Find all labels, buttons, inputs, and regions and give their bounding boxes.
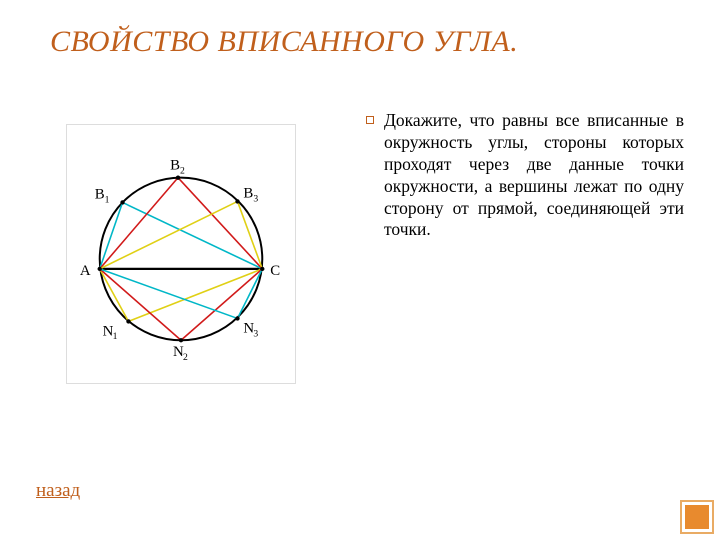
text-column: Докажите, что равны все вписанные в окру… xyxy=(366,100,684,389)
svg-text:B: B xyxy=(95,186,105,202)
svg-text:2: 2 xyxy=(180,166,185,177)
svg-text:3: 3 xyxy=(253,328,258,339)
svg-text:1: 1 xyxy=(105,194,110,205)
svg-text:A: A xyxy=(80,263,91,279)
svg-text:3: 3 xyxy=(253,193,258,204)
svg-text:1: 1 xyxy=(113,331,118,342)
svg-text:B: B xyxy=(170,158,180,174)
slide: СВОЙСТВО ВПИСАННОГО УГЛА. ACB1B2B3N1N2N3… xyxy=(0,0,720,540)
svg-text:2: 2 xyxy=(183,352,188,363)
inscribed-angle-diagram: ACB1B2B3N1N2N3 xyxy=(66,124,296,384)
content-row: ACB1B2B3N1N2N3 Докажите, что равны все в… xyxy=(36,100,684,389)
svg-text:C: C xyxy=(270,263,280,279)
back-link[interactable]: назад xyxy=(36,480,80,502)
bullet-marker-icon xyxy=(366,116,374,124)
svg-text:B: B xyxy=(243,185,253,201)
bullet-item: Докажите, что равны все вписанные в окру… xyxy=(366,110,684,241)
page-title: СВОЙСТВО ВПИСАННОГО УГЛА. xyxy=(36,24,684,60)
theorem-text: Докажите, что равны все вписанные в окру… xyxy=(384,110,684,241)
diagram-column: ACB1B2B3N1N2N3 xyxy=(36,100,336,389)
corner-decoration-icon xyxy=(678,498,720,540)
